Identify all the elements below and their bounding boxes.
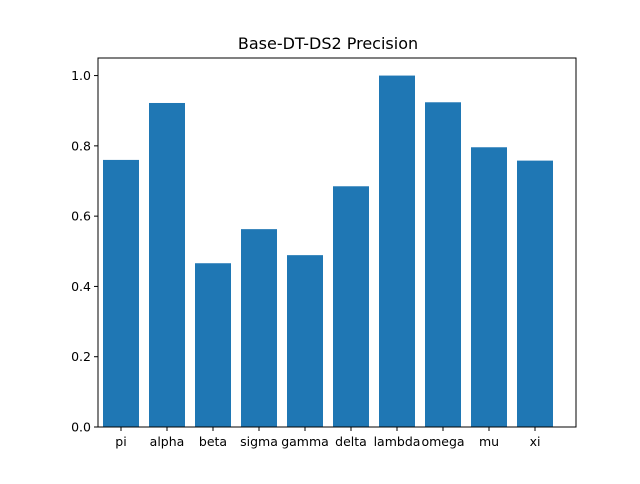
- x-tick-label-mu: mu: [479, 434, 499, 449]
- x-tick-label-pi: pi: [115, 434, 126, 449]
- y-tick-label-0.2: 0.2: [71, 349, 91, 364]
- x-tick-label-lambda: lambda: [374, 434, 421, 449]
- y-tick-label-0.6: 0.6: [71, 209, 91, 224]
- bar-lambda: [379, 75, 415, 428]
- x-tick-label-beta: beta: [199, 434, 227, 449]
- x-tick-label-omega: omega: [421, 434, 464, 449]
- chart-title: Base-DT-DS2 Precision: [238, 34, 418, 53]
- bar-beta: [195, 263, 231, 427]
- bar-gamma: [287, 255, 323, 427]
- ticks-layer: pi alpha beta sigma gamma delta lambda omega mu x…: [71, 68, 540, 449]
- y-tick-label-0.8: 0.8: [71, 138, 91, 153]
- bar-mu: [471, 147, 507, 427]
- axes-frame: [97, 57, 577, 428]
- y-tick-label-0.4: 0.4: [71, 279, 91, 294]
- x-tick-label-gamma: gamma: [281, 434, 329, 449]
- y-tick-label-0.0: 0.0: [71, 420, 91, 435]
- x-tick-label-sigma: sigma: [240, 434, 278, 449]
- x-tick-label-alpha: alpha: [150, 434, 185, 449]
- bar-sigma: [241, 229, 277, 427]
- bar-xi: [517, 160, 553, 428]
- y-tick-label-1.0: 1.0: [71, 68, 91, 83]
- axes-layer: [97, 57, 577, 428]
- x-tick-label-xi: xi: [530, 434, 541, 449]
- x-tick-label-delta: delta: [335, 434, 367, 449]
- bars-layer: [103, 75, 553, 428]
- bar-delta: [333, 186, 369, 427]
- bar-pi: [103, 159, 139, 427]
- bar-alpha: [149, 102, 185, 428]
- bar-omega: [425, 102, 461, 427]
